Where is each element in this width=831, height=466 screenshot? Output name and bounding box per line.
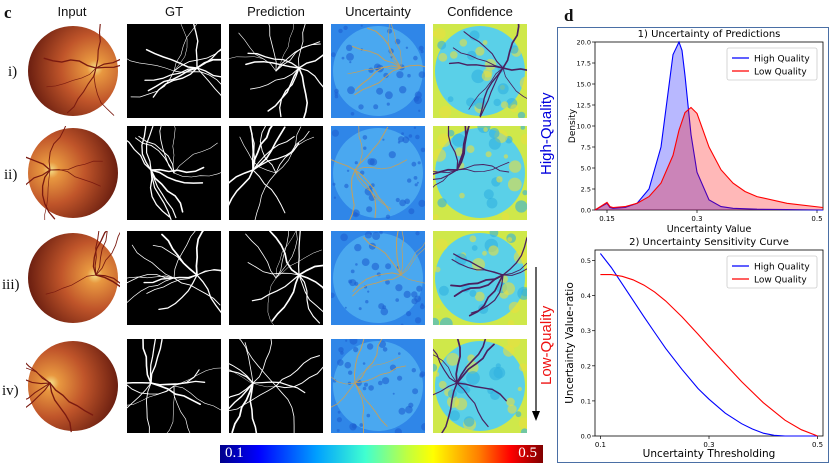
row-label-iii: iii) (2, 277, 20, 293)
gt-vessel-mask (127, 126, 221, 220)
y-tick-label: 0.5 (581, 257, 591, 265)
y-tick-label: 0.3 (581, 327, 591, 335)
y-axis-label-1: Density (568, 108, 578, 143)
legend-entry: High Quality (754, 263, 810, 273)
y-tick-label: 7.5 (581, 144, 591, 152)
input-fundus-image (26, 126, 120, 220)
confidence-map (433, 339, 527, 433)
gt-vessel-mask (127, 339, 221, 433)
x-tick-label: 0.5 (811, 215, 822, 223)
legend-box-2 (726, 255, 818, 289)
series-line-low (594, 106, 824, 211)
uncertainty-map (331, 24, 425, 118)
uncertainty-map (331, 339, 425, 433)
series-line-high (594, 40, 824, 211)
y-tick-label: 12.5 (577, 102, 591, 110)
y-tick-label: 0.4 (581, 292, 591, 300)
legend-entry: Low Quality (754, 276, 807, 286)
legend-entry: Low Quality (754, 68, 807, 78)
gt-vessel-mask (127, 24, 221, 118)
panel-letter-c: c (4, 3, 12, 22)
y-tick-label: 0.0 (581, 207, 591, 215)
y-tick-label: 5.0 (581, 165, 591, 173)
confidence-map (433, 231, 527, 325)
y-tick-label: 15.0 (577, 81, 591, 89)
uncertainty-map (331, 126, 425, 220)
series-area-low (595, 107, 823, 210)
x-tick-label: 0.5 (812, 441, 823, 449)
y-tick-label: 2.5 (581, 186, 591, 194)
down-arrow (532, 267, 540, 421)
prediction-vessel-mask (229, 339, 323, 433)
x-axis-label-2: Uncertainty Thresholding (643, 448, 776, 460)
row-label-ii: ii) (4, 167, 18, 183)
x-tick-label: 0.3 (703, 441, 714, 449)
series-line-low (600, 274, 818, 437)
y-tick-label: 10.0 (577, 123, 591, 131)
x-tick-label: 0.1 (595, 441, 606, 449)
input-fundus-image (26, 24, 120, 118)
colorbar: 0.1 0.5 (220, 445, 543, 463)
panel-letter-d: d (564, 6, 574, 25)
confidence-map (433, 24, 527, 118)
input-fundus-image (26, 231, 120, 325)
series-line-high (599, 253, 818, 437)
row-label-i: i) (8, 64, 18, 80)
column-header-uncertainty: Uncertainty (345, 4, 411, 19)
colorbar-max-label: 0.5 (518, 445, 537, 461)
colorbar-min-label: 0.1 (225, 445, 244, 461)
column-header-input: Input (57, 4, 87, 19)
input-fundus-image (26, 339, 120, 433)
x-axis-label-1: Uncertainty Value (667, 224, 752, 235)
y-tick-label: 20.0 (577, 39, 591, 47)
y-tick-label: 0.2 (581, 362, 591, 370)
y-axis-label-2: Uncertainty Value-ratio (564, 282, 576, 404)
chart-title-1: 1) Uncertainty of Predictions (638, 29, 781, 40)
confidence-map (433, 126, 527, 220)
x-tick-label: 0.15 (599, 215, 615, 223)
y-tick-label: 0.1 (581, 397, 591, 405)
column-header-prediction: Prediction (247, 4, 305, 19)
x-tick-label: 0.3 (691, 215, 702, 223)
prediction-vessel-mask (229, 126, 323, 220)
row-label-iv: iv) (2, 383, 19, 399)
legend-box-1 (726, 47, 818, 81)
prediction-vessel-mask (229, 231, 323, 325)
column-header-confidence: Confidence (447, 4, 513, 19)
panel-d-frame (557, 27, 829, 463)
y-tick-label: 17.5 (577, 60, 591, 68)
prediction-vessel-mask (229, 24, 323, 118)
chart-title-2: 2) Uncertainty Sensitivity Curve (629, 237, 789, 248)
uncertainty-map (331, 231, 425, 325)
gt-vessel-mask (127, 231, 221, 325)
legend-entry: High Quality (754, 55, 810, 65)
y-tick-label: 0.0 (581, 433, 591, 441)
column-header-gt: GT (164, 4, 184, 19)
